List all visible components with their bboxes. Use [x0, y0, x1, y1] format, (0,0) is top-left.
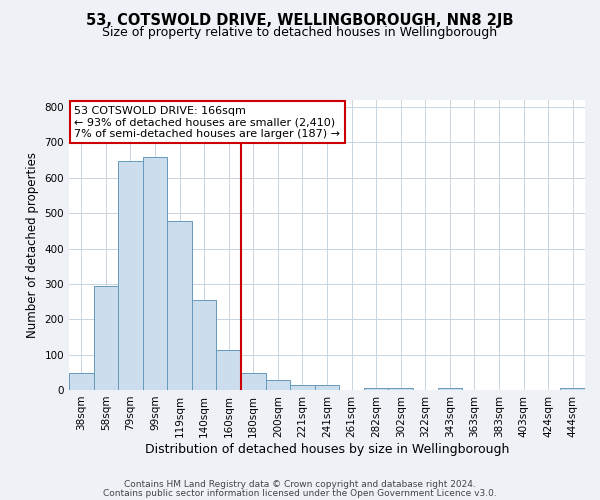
Bar	[560, 388, 585, 390]
Bar	[437, 388, 462, 390]
Text: Size of property relative to detached houses in Wellingborough: Size of property relative to detached ho…	[103, 26, 497, 39]
Bar	[241, 373, 266, 390]
Bar	[118, 161, 143, 390]
Bar	[69, 373, 94, 390]
Text: Contains HM Land Registry data © Crown copyright and database right 2024.: Contains HM Land Registry data © Crown c…	[124, 480, 476, 489]
Bar	[388, 388, 413, 390]
Bar	[167, 222, 192, 390]
Text: 53 COTSWOLD DRIVE: 166sqm
← 93% of detached houses are smaller (2,410)
7% of sem: 53 COTSWOLD DRIVE: 166sqm ← 93% of detac…	[74, 106, 340, 139]
Bar	[143, 156, 167, 390]
Bar	[364, 388, 388, 390]
Bar	[217, 350, 241, 390]
Text: Contains public sector information licensed under the Open Government Licence v3: Contains public sector information licen…	[103, 488, 497, 498]
Y-axis label: Number of detached properties: Number of detached properties	[26, 152, 39, 338]
Bar	[315, 385, 339, 390]
Bar	[266, 380, 290, 390]
Text: 53, COTSWOLD DRIVE, WELLINGBOROUGH, NN8 2JB: 53, COTSWOLD DRIVE, WELLINGBOROUGH, NN8 …	[86, 12, 514, 28]
Bar	[290, 385, 315, 390]
Bar	[192, 300, 217, 390]
Bar	[94, 286, 118, 390]
X-axis label: Distribution of detached houses by size in Wellingborough: Distribution of detached houses by size …	[145, 442, 509, 456]
